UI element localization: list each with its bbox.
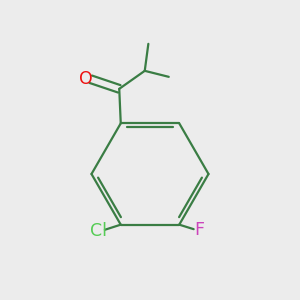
Text: Cl: Cl (90, 222, 107, 240)
Text: O: O (80, 70, 93, 88)
Text: F: F (195, 221, 205, 239)
